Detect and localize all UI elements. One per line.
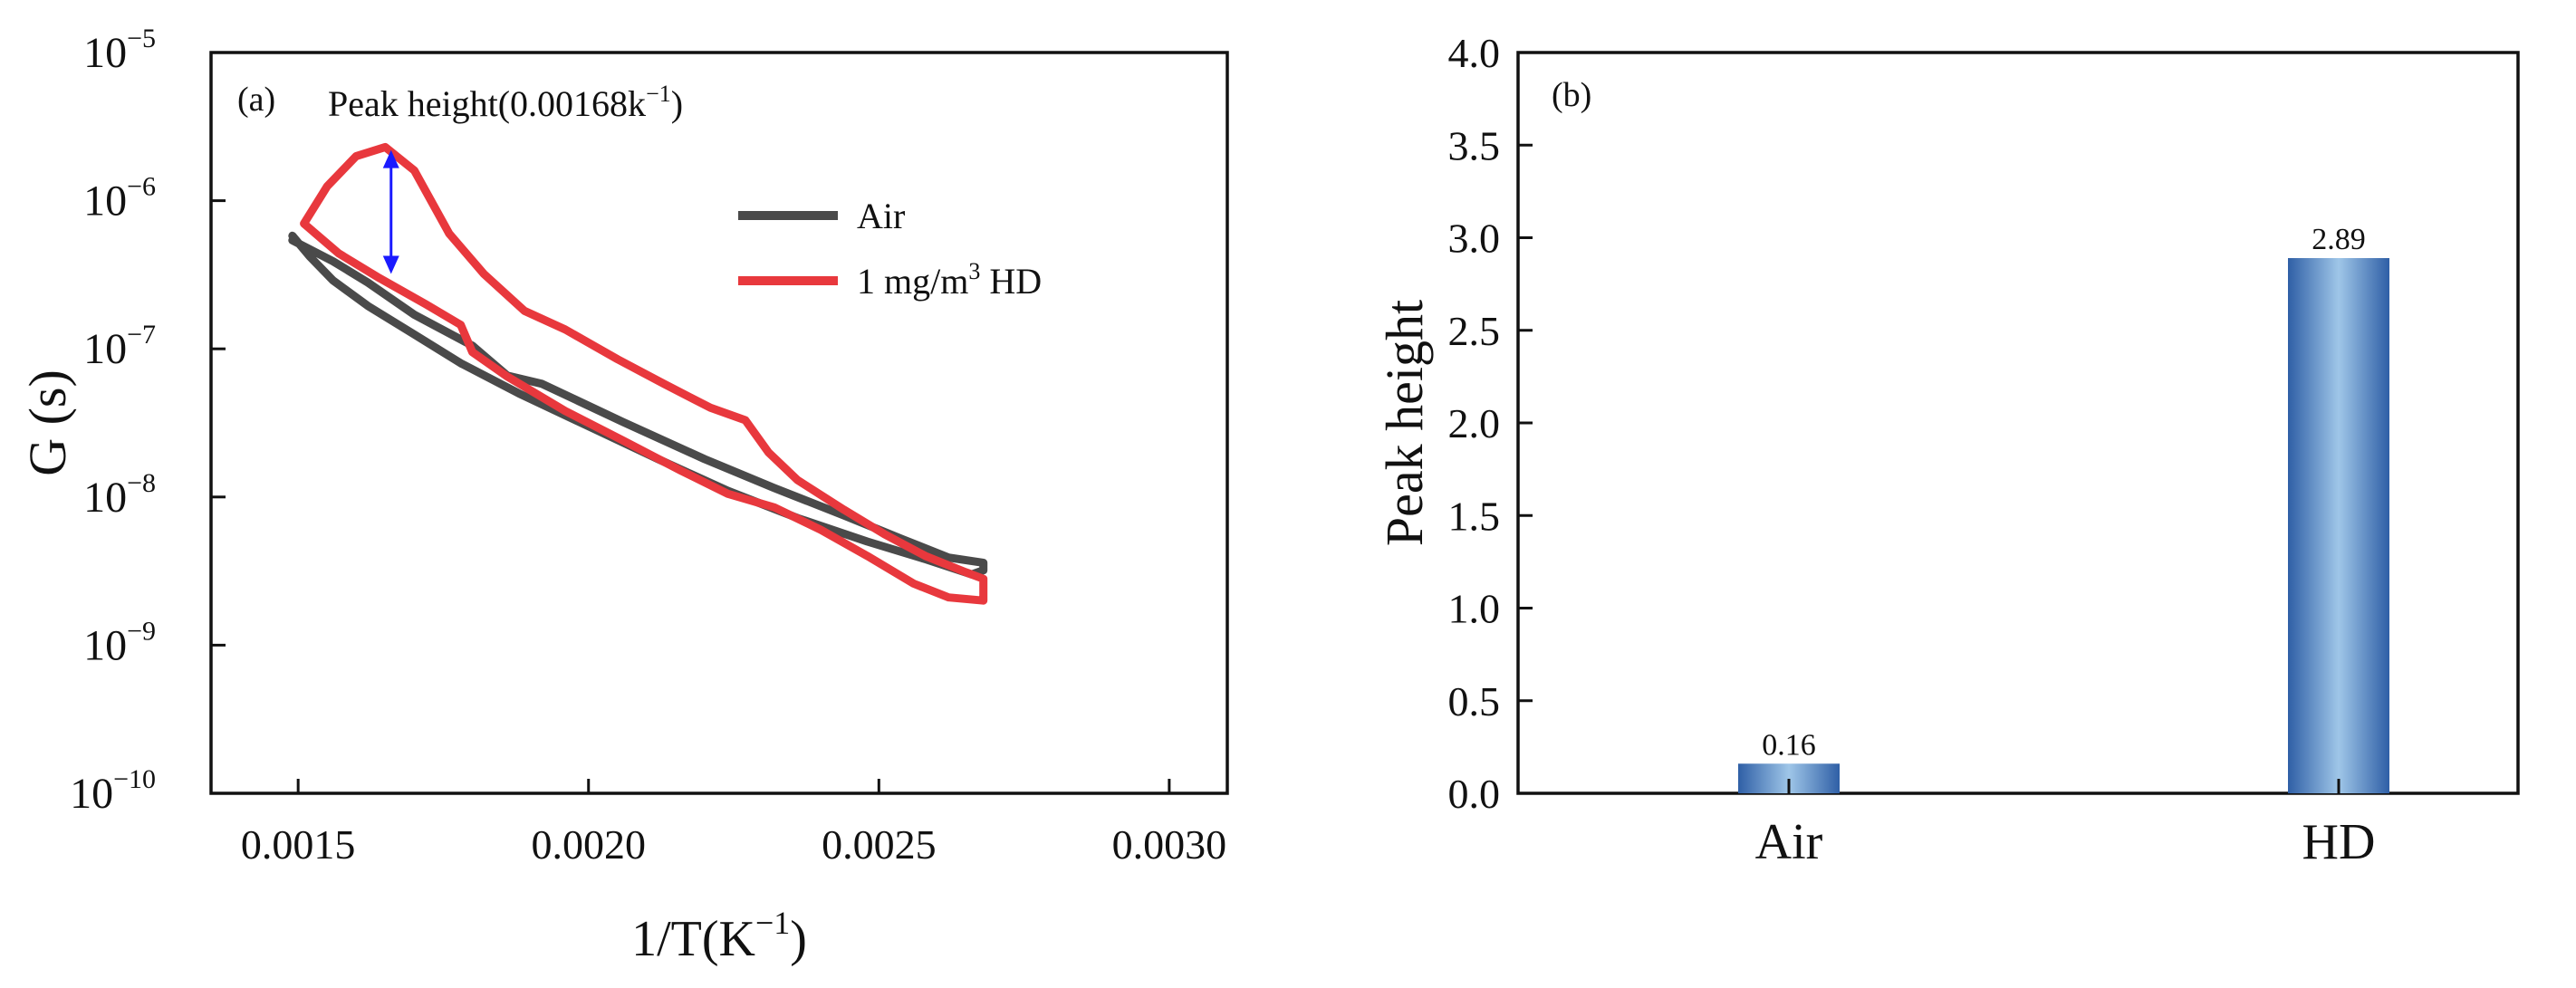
y-tick-label: 10−6: [83, 172, 156, 225]
annotation-arrowhead-down: [382, 255, 399, 274]
panel-b-label: (b): [1552, 76, 1591, 114]
bar-value-label: 0.16: [1762, 728, 1816, 762]
y-tick-label: 0.0: [1448, 771, 1501, 817]
legend-label-air: Air: [857, 196, 905, 236]
annotation-arrowhead-up: [382, 149, 399, 168]
y-tick-label: 2.5: [1448, 308, 1501, 354]
panel-a-x-axis-title: 1/T(K−1): [631, 905, 807, 967]
panel-b-x-axis: Air HD: [1755, 779, 2376, 870]
panel-a-y-axis: 10−5 10−6 10−7 10−8 10−9 10−10: [70, 24, 226, 818]
panel-a-frame: [209, 51, 1229, 795]
x-tick-label: Air: [1755, 814, 1823, 870]
x-tick-label: 0.0015: [241, 821, 356, 868]
panel-b-y-axis-title: Peak height: [1375, 300, 1434, 546]
peak-height-annotation-text: Peak height(0.00168k−1): [328, 81, 683, 124]
x-tick-label: 0.0025: [822, 821, 937, 868]
y-tick-label: 10−5: [83, 24, 156, 77]
panel-b-bars: 0.16 2.89: [1738, 223, 2389, 793]
panel-a-y-axis-title: G (s): [18, 369, 77, 476]
bar-value-label: 2.89: [2312, 223, 2366, 256]
panel-a-series: [288, 142, 988, 605]
peak-height-annotation: [382, 149, 399, 274]
panel-a-label: (a): [237, 81, 275, 119]
x-tick-label: 0.0030: [1112, 821, 1227, 868]
y-tick-label: 10−8: [83, 468, 156, 522]
x-tick-label: 0.0020: [531, 821, 646, 868]
y-tick-label: 10−7: [83, 320, 156, 373]
panel-a-legend: Air 1 mg/m3 HD: [738, 196, 1042, 302]
x-tick-label: HD: [2302, 814, 2376, 870]
y-tick-label: 10−9: [83, 616, 156, 669]
y-tick-label: 3.0: [1448, 216, 1501, 262]
legend-label-hd: 1 mg/m3 HD: [857, 258, 1042, 302]
y-tick-label: 1.5: [1448, 493, 1501, 539]
y-tick-label: 2.0: [1448, 400, 1501, 446]
y-tick-label: 1.0: [1448, 586, 1501, 632]
y-tick-label: 10−10: [70, 764, 156, 818]
y-tick-label: 0.5: [1448, 678, 1501, 724]
series-hd-line: [300, 142, 988, 605]
y-tick-label: 3.5: [1448, 122, 1501, 168]
panel-b-chart: (b) 0.0 0.5 1.0 1.5 2.0 2.5 3.0 3.5 4.0 0.16 2.89…: [1375, 30, 2520, 870]
panel-b-y-axis: 0.0 0.5 1.0 1.5 2.0 2.5 3.0 3.5 4.0: [1448, 30, 1533, 817]
panel-a-chart: (a) 10−510−610−710−810−910−10 0.0015 0.00…: [18, 24, 1229, 967]
panel-a-x-axis: 0.0015 0.0020 0.0025 0.0030: [241, 779, 1226, 868]
bar-hd: [2288, 257, 2389, 793]
y-tick-label: 4.0: [1448, 30, 1501, 76]
